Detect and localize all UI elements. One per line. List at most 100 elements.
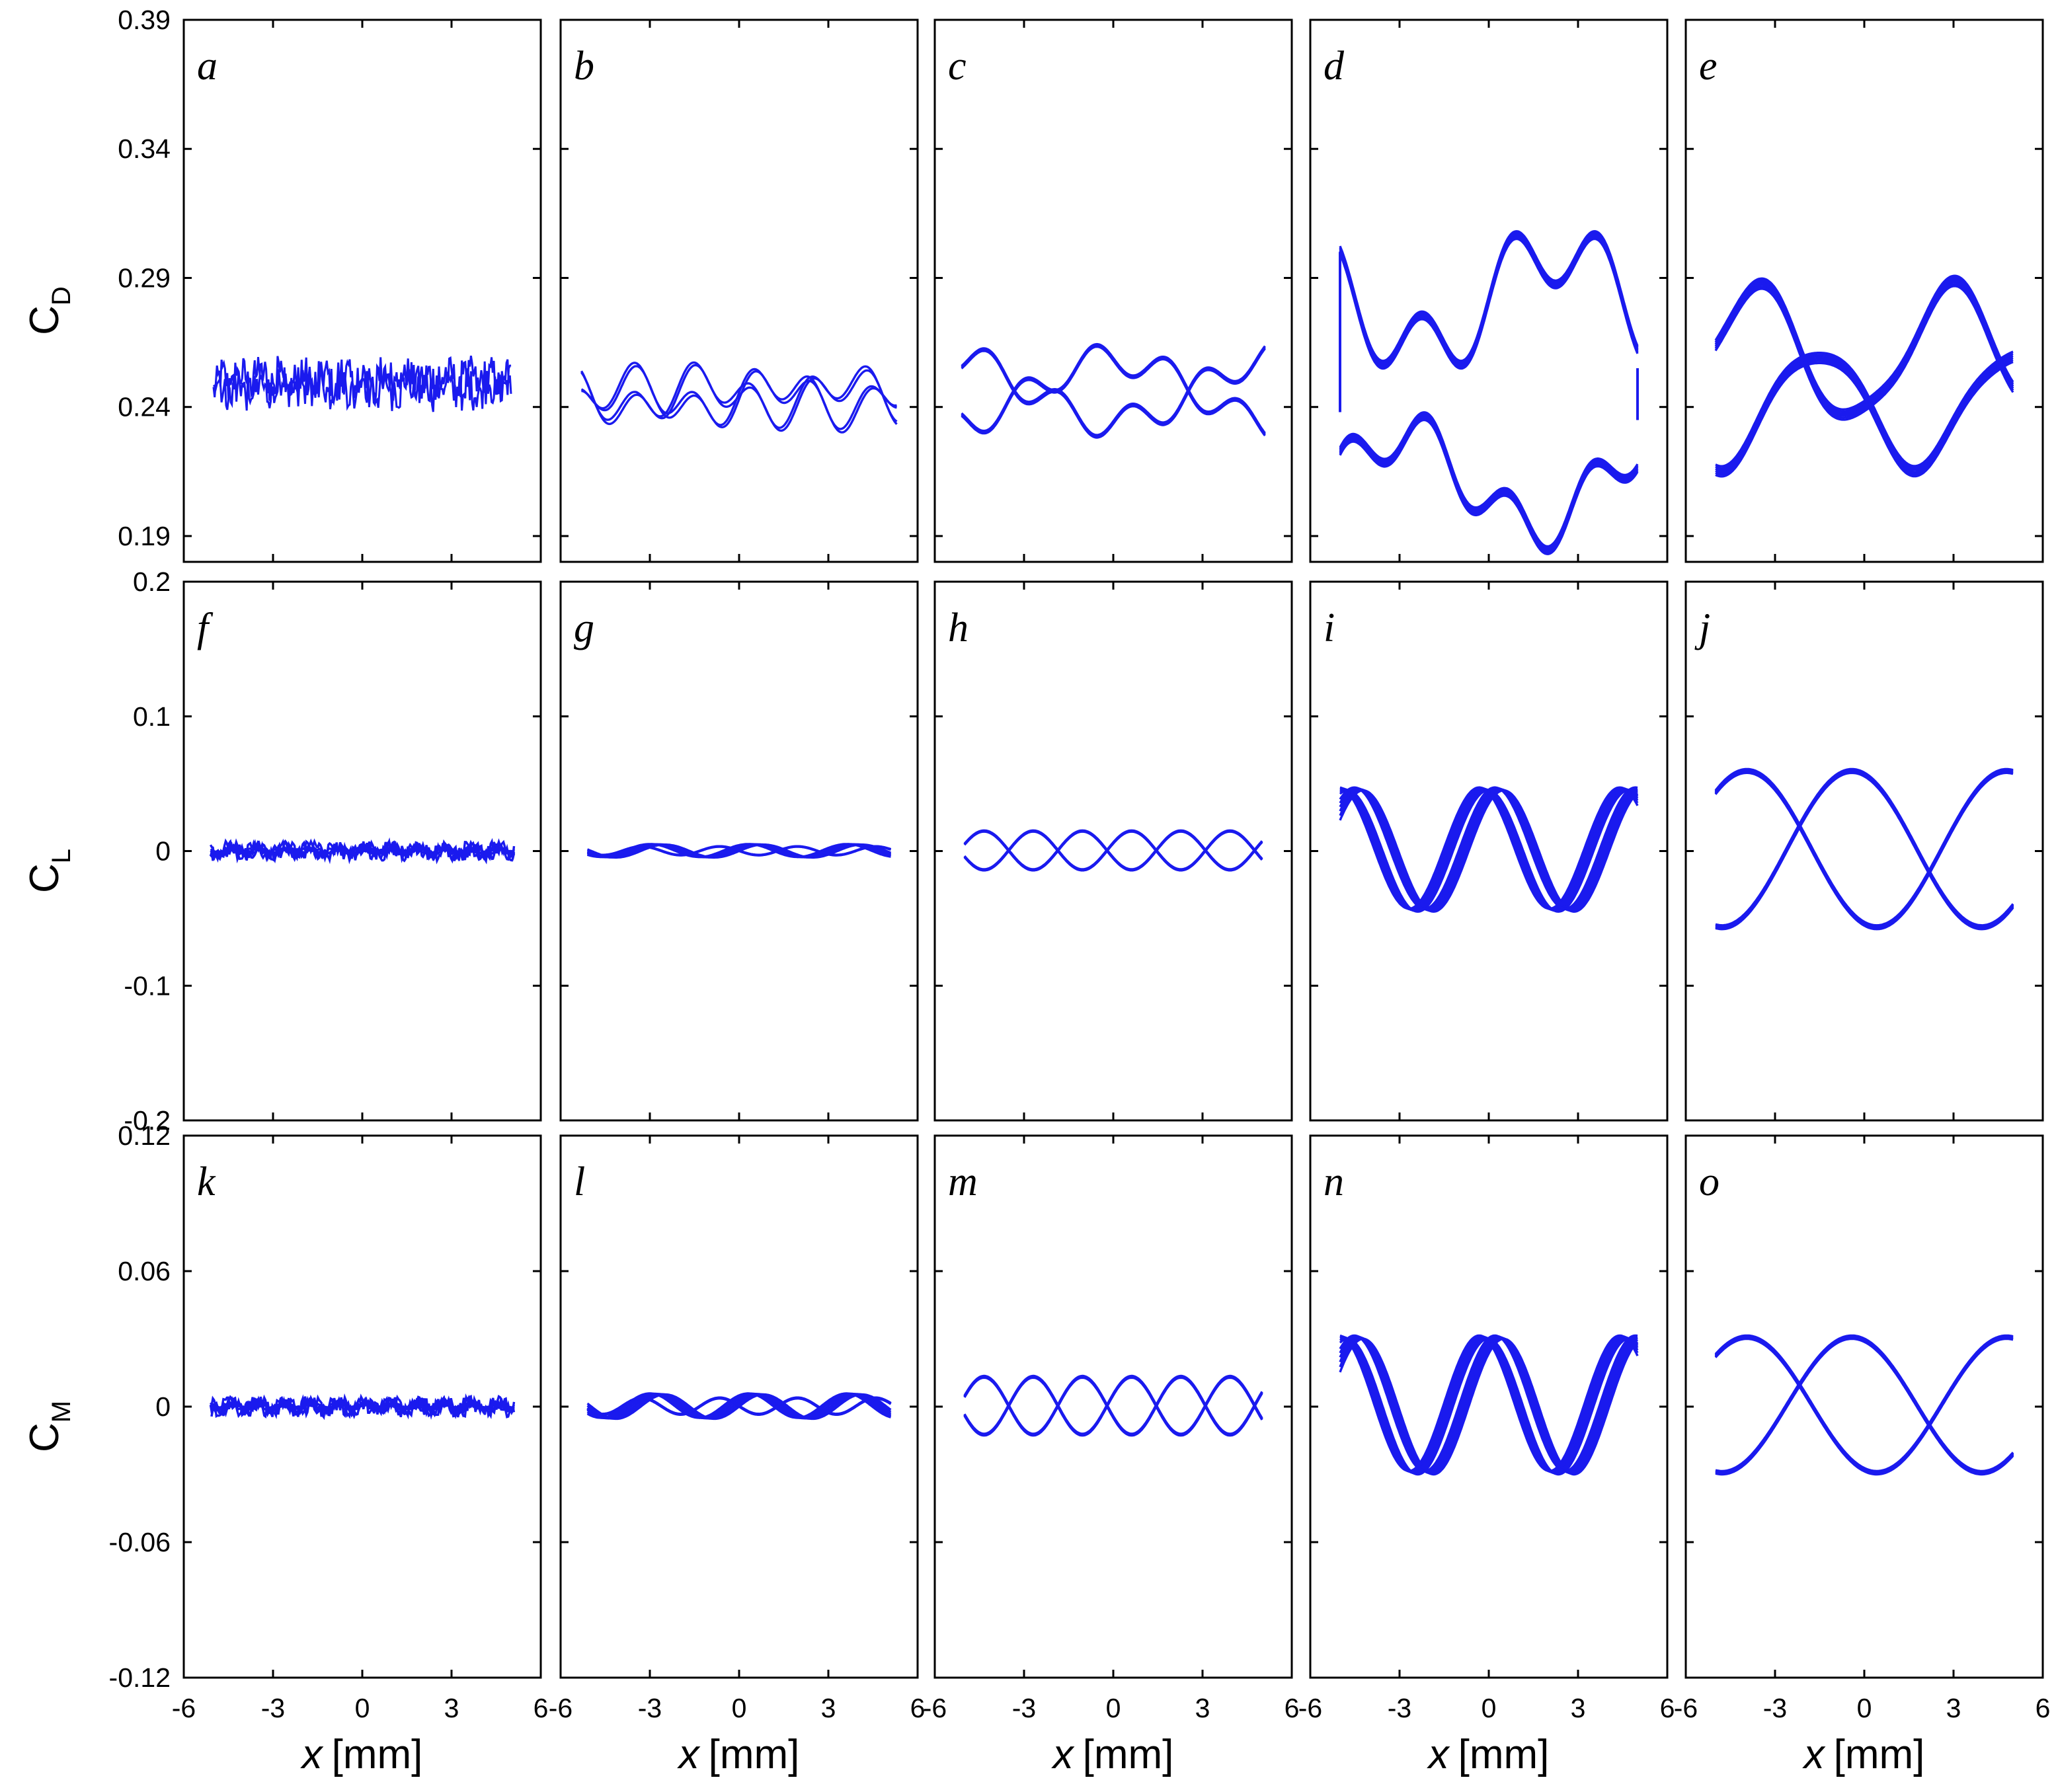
series-line [1714, 771, 2014, 930]
y-axis-label-main: C [22, 1422, 67, 1452]
series-line [210, 845, 516, 857]
series-line [580, 361, 898, 429]
x-axis-label-unit: [mm] [332, 1732, 423, 1777]
series-line [1715, 767, 2014, 927]
x-tick-label: 0 [1857, 1693, 1872, 1723]
y-tick-label: -0.12 [109, 1662, 171, 1693]
panel-m: -6 -3 0 3 6 m [923, 1134, 1300, 1723]
panel-letter: d [1324, 44, 1345, 89]
series-lines [1339, 786, 1639, 913]
x-tick-label: 6 [1660, 1693, 1675, 1723]
series-line [1715, 1337, 2014, 1475]
panel-letter: j [1694, 605, 1710, 650]
panel-letter: i [1324, 605, 1335, 650]
series-line [1715, 1335, 2014, 1473]
series-line [961, 342, 1266, 434]
y-tick-label: 0.34 [118, 134, 171, 164]
panel-e: e [1684, 19, 2044, 563]
series-line [963, 1374, 1263, 1435]
y-tick-label: -0.1 [124, 970, 171, 1001]
x-axis-label: x [mm] [1427, 1732, 1550, 1777]
series-line [1339, 1336, 1638, 1475]
series-lines [209, 837, 516, 865]
y-tick-label: -0.06 [109, 1527, 171, 1557]
series-line [1715, 1336, 2014, 1475]
x-tick-label: -3 [1012, 1693, 1036, 1723]
x-axis-label-var: x [1051, 1732, 1075, 1777]
y-tick-label: 0 [155, 1391, 171, 1422]
x-axis-label-unit: [mm] [1458, 1732, 1550, 1777]
series-line [1339, 786, 1639, 910]
series-line [1714, 274, 2014, 410]
x-tick-label: 0 [1106, 1693, 1121, 1723]
x-axis-label-var: x [677, 1732, 701, 1777]
x-tick-label: -3 [638, 1693, 662, 1723]
series-line [586, 1393, 892, 1420]
series-line [586, 1396, 892, 1415]
panel-o: -6 -3 0 3 6 o [1674, 1134, 2051, 1723]
panel-frame [1309, 1134, 1669, 1679]
x-tick-label: 6 [534, 1693, 549, 1723]
series-line [1714, 768, 2014, 927]
y-tick-label: 0.06 [118, 1256, 171, 1286]
series-line [1714, 770, 2014, 929]
series-line [1339, 1337, 1639, 1476]
y-axis-label-sub: D [47, 286, 76, 305]
x-axis-label-var: x [300, 1732, 324, 1777]
series-lines [1714, 274, 2014, 478]
panel-frame [1309, 19, 1669, 563]
series-line [1339, 1334, 1639, 1473]
panel-letter: l [574, 1159, 585, 1204]
panel-frame [182, 19, 542, 563]
x-tick-label: -6 [1674, 1693, 1698, 1723]
panel-i: i [1309, 580, 1669, 1122]
series-lines [1339, 1334, 1639, 1476]
y-tick-label: 0.1 [133, 701, 171, 732]
x-tick-label: 3 [444, 1693, 459, 1723]
series-line [1715, 768, 2014, 927]
x-axis-label-unit: [mm] [709, 1732, 800, 1777]
x-axis-label: x [mm] [1051, 1732, 1174, 1777]
panel-letter: c [948, 44, 967, 89]
series-line [586, 1392, 891, 1419]
panel-letter: n [1324, 1159, 1344, 1204]
series-line [1715, 769, 2014, 928]
series-line [961, 345, 1266, 436]
x-tick-label: -6 [923, 1693, 947, 1723]
series-line [586, 1392, 892, 1420]
series-line [1339, 789, 1638, 913]
x-tick-label: 3 [1571, 1693, 1586, 1723]
series-lines [963, 1374, 1263, 1437]
x-tick-label: 6 [1285, 1693, 1300, 1723]
series-line [1714, 769, 2014, 928]
panel-letter: h [948, 605, 969, 650]
series-line [587, 845, 892, 856]
series-line [1339, 786, 1638, 910]
x-axis-label-unit: [mm] [1834, 1732, 1925, 1777]
x-tick-label: 3 [1195, 1693, 1210, 1723]
series-line [1339, 788, 1638, 912]
series-line [1339, 412, 1639, 549]
series-line [1714, 276, 2014, 413]
panel-letter: o [1699, 1159, 1720, 1204]
panel-n: -6 -3 0 3 6 n [1298, 1134, 1675, 1723]
y-axis-label: CL [22, 849, 76, 893]
x-tick-label: 3 [821, 1693, 836, 1723]
series-line [581, 365, 897, 434]
series-line [1339, 411, 1639, 548]
x-tick-label: 3 [1946, 1693, 1961, 1723]
panel-j: j [1684, 580, 2044, 1122]
series-line [1714, 1334, 2014, 1473]
series-line [1714, 767, 2014, 927]
panel-d: d [1309, 19, 1669, 563]
x-tick-label: -3 [1388, 1693, 1411, 1723]
series-line [1339, 417, 1639, 554]
panel-letter: a [197, 44, 217, 89]
panel-k: 0.12 0.06 0 -0.06 -0.12-6 -3 0 3 6 k [109, 1120, 549, 1723]
panel-letter: f [197, 605, 214, 650]
x-axis-label-unit: [mm] [1083, 1732, 1174, 1777]
x-axis-label-var: x [1427, 1732, 1450, 1777]
x-tick-label: 6 [2036, 1693, 2051, 1723]
series-line [1714, 280, 2014, 417]
